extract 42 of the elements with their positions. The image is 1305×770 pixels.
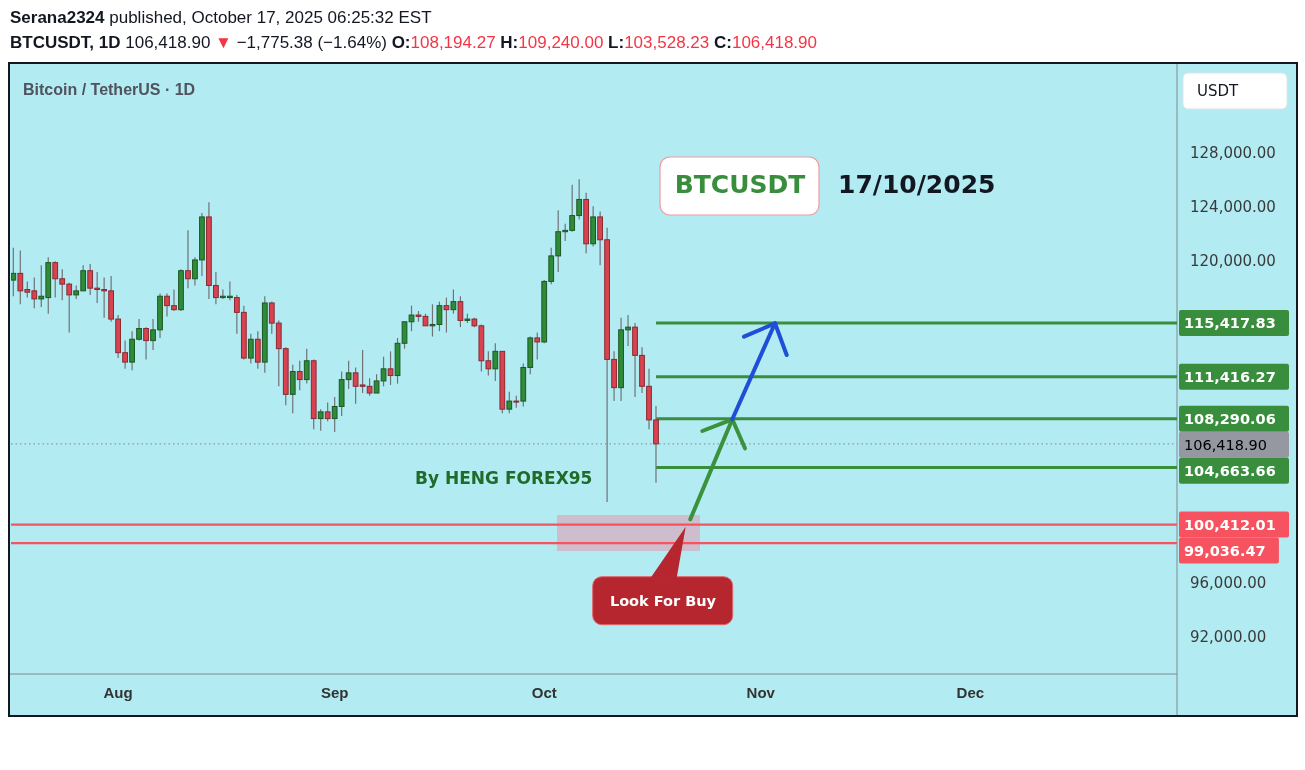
annotation: Bitcoin / TetherUS · 1D xyxy=(23,81,196,99)
data-label: 115,417.83 xyxy=(1184,314,1276,331)
candlestick xyxy=(11,247,17,297)
candlestick xyxy=(534,331,541,361)
y-tick-label: 120,000.00 xyxy=(1190,251,1276,270)
annotation: Look For Buy xyxy=(609,593,717,609)
data-label: 108,290.06 xyxy=(1184,410,1276,427)
text: BTCUSDT, 1D 106,418.90 ▼ −1,775.38 (−1.64%) O:108,194.27 H:109,240.00 L:103,528.23 C:106,418.90 xyxy=(10,33,818,53)
ref-line-label: 106,418.90 xyxy=(1184,436,1268,453)
x-tick-label: Sep xyxy=(320,683,349,701)
y-tick-label: 96,000.00 xyxy=(1190,574,1267,593)
candlestick xyxy=(143,326,149,361)
y-axis-title: USDT xyxy=(1197,81,1240,100)
x-tick-label: Oct xyxy=(531,683,557,701)
x-tick-label: Nov xyxy=(746,683,776,701)
candlestick xyxy=(303,348,310,385)
candlestick xyxy=(450,288,457,315)
candlestick xyxy=(247,333,254,365)
y-tick-label: 124,000.00 xyxy=(1190,198,1276,216)
candlestick xyxy=(185,229,191,289)
candlestick xyxy=(289,364,296,414)
candlestick xyxy=(492,342,499,382)
candlestick xyxy=(506,391,513,414)
annotation: 17/10/2025 xyxy=(838,170,996,199)
candlestick xyxy=(317,408,324,432)
ref-line-label: 99,036.47 xyxy=(1184,542,1266,559)
candlestick xyxy=(443,296,450,334)
data-label: 111,416.27 xyxy=(1184,368,1276,385)
chart-title: Serana2324 published, October 17, 2025 06:25:32 EST xyxy=(10,8,432,28)
candlestick xyxy=(324,401,331,422)
y-tick-label: 128,000.00 xyxy=(1190,144,1276,163)
candlestick xyxy=(296,360,303,391)
y-tick-label: 92,000.00 xyxy=(1190,628,1267,647)
candlestick xyxy=(457,295,464,328)
candlestick xyxy=(387,350,394,386)
annotation: By HENG FOREX95 xyxy=(415,468,593,488)
x-tick-label: Aug xyxy=(103,683,133,701)
ref-line-label: 100,412.01 xyxy=(1184,516,1276,533)
candlestick xyxy=(254,330,261,370)
annotation: BTCUSDT xyxy=(674,170,806,199)
x-tick-label: Dec xyxy=(956,683,985,701)
data-label: 104,663.66 xyxy=(1184,462,1276,479)
